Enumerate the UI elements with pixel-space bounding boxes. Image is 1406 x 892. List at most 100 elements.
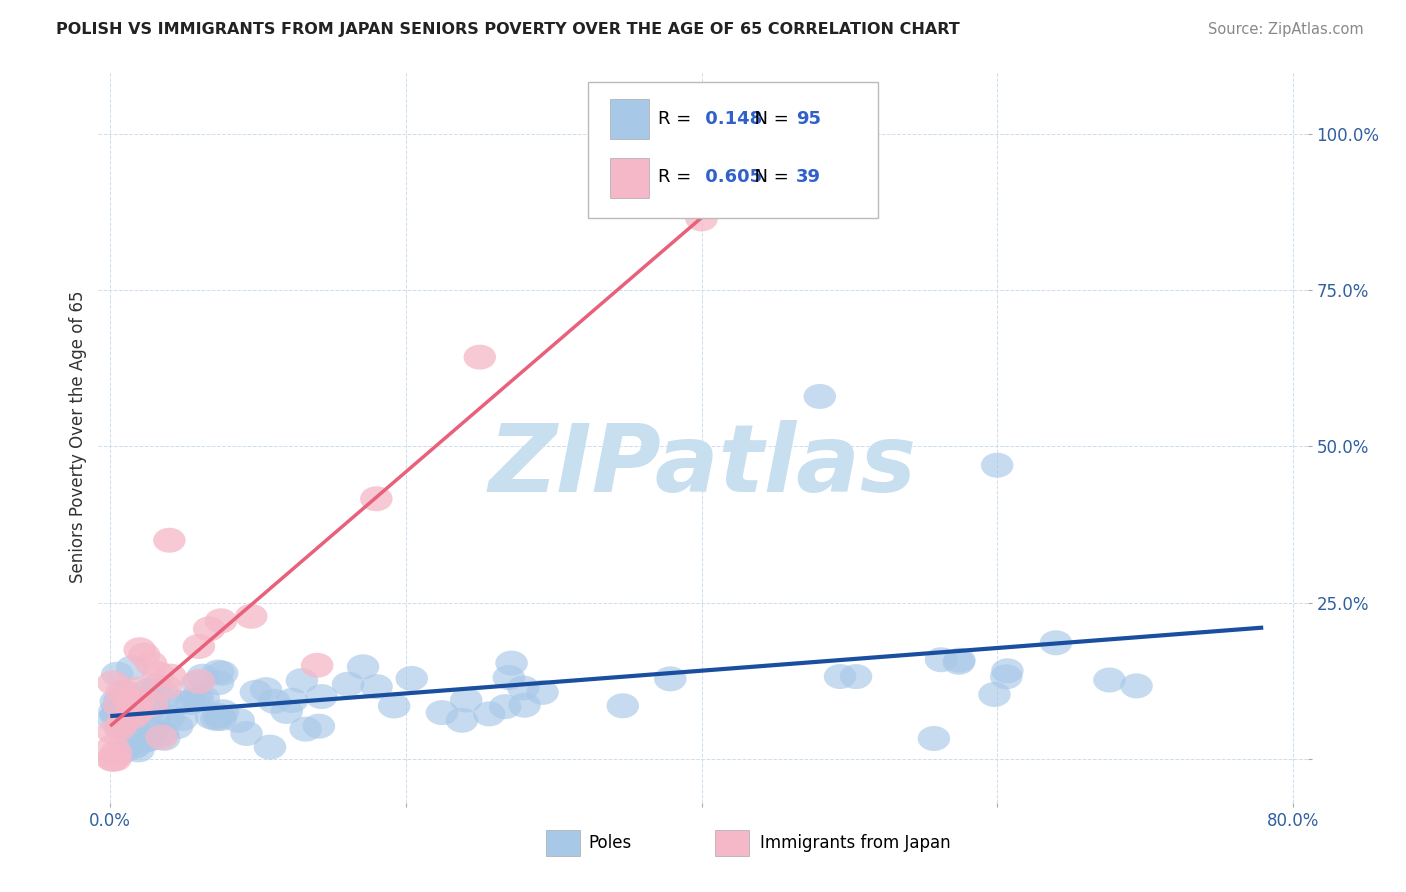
Ellipse shape [290, 716, 322, 741]
Ellipse shape [183, 634, 215, 659]
Ellipse shape [118, 733, 150, 758]
Ellipse shape [112, 698, 145, 723]
Ellipse shape [114, 701, 146, 726]
Ellipse shape [97, 747, 129, 772]
Ellipse shape [925, 648, 957, 673]
Ellipse shape [526, 680, 558, 705]
Ellipse shape [120, 691, 152, 716]
Ellipse shape [981, 453, 1014, 478]
Ellipse shape [239, 680, 273, 705]
Ellipse shape [97, 720, 129, 745]
Ellipse shape [201, 670, 235, 696]
Text: 0.605: 0.605 [699, 169, 762, 186]
Ellipse shape [121, 721, 153, 746]
Ellipse shape [155, 664, 187, 689]
Y-axis label: Seniors Poverty Over the Age of 65: Seniors Poverty Over the Age of 65 [69, 291, 87, 583]
Ellipse shape [129, 728, 162, 753]
Ellipse shape [257, 689, 291, 714]
Ellipse shape [115, 695, 148, 720]
Ellipse shape [205, 608, 238, 633]
Text: ZIPatlas: ZIPatlas [489, 420, 917, 512]
Text: Immigrants from Japan: Immigrants from Japan [759, 834, 950, 852]
Ellipse shape [207, 699, 239, 724]
Ellipse shape [464, 344, 496, 369]
Ellipse shape [509, 693, 541, 718]
Ellipse shape [153, 528, 186, 553]
Ellipse shape [1121, 673, 1153, 698]
Ellipse shape [200, 706, 232, 731]
Text: 95: 95 [796, 110, 821, 128]
Text: N =: N = [742, 110, 794, 128]
Ellipse shape [187, 664, 219, 689]
Ellipse shape [839, 665, 872, 690]
Ellipse shape [103, 693, 135, 718]
Ellipse shape [97, 706, 129, 731]
Ellipse shape [508, 675, 540, 700]
Ellipse shape [150, 675, 183, 700]
Ellipse shape [378, 693, 411, 719]
Ellipse shape [276, 688, 308, 713]
Ellipse shape [163, 690, 195, 714]
Text: R =: R = [658, 169, 697, 186]
Text: 0.148: 0.148 [699, 110, 762, 128]
Ellipse shape [136, 692, 169, 717]
Ellipse shape [136, 717, 169, 742]
Text: Source: ZipAtlas.com: Source: ZipAtlas.com [1208, 22, 1364, 37]
Ellipse shape [450, 688, 482, 713]
Ellipse shape [120, 702, 152, 727]
Ellipse shape [195, 705, 228, 730]
Ellipse shape [235, 604, 267, 629]
Ellipse shape [117, 704, 150, 729]
Ellipse shape [146, 721, 179, 746]
Ellipse shape [270, 699, 302, 724]
Ellipse shape [129, 696, 162, 721]
Ellipse shape [152, 705, 184, 730]
Ellipse shape [181, 687, 215, 712]
Ellipse shape [285, 668, 318, 693]
FancyBboxPatch shape [716, 830, 749, 856]
Ellipse shape [253, 735, 287, 760]
Ellipse shape [654, 666, 686, 691]
Text: N =: N = [742, 169, 794, 186]
Ellipse shape [1039, 631, 1073, 656]
Ellipse shape [991, 658, 1024, 683]
Ellipse shape [148, 726, 180, 751]
Ellipse shape [202, 659, 235, 684]
Ellipse shape [97, 670, 129, 695]
Ellipse shape [360, 486, 392, 511]
Ellipse shape [174, 690, 207, 715]
Ellipse shape [111, 686, 145, 711]
Text: Poles: Poles [588, 834, 631, 852]
Ellipse shape [180, 685, 212, 710]
Ellipse shape [117, 691, 149, 716]
Ellipse shape [97, 734, 129, 759]
Ellipse shape [250, 677, 283, 702]
Text: R =: R = [658, 110, 697, 128]
Ellipse shape [332, 672, 364, 697]
Ellipse shape [98, 699, 131, 724]
Ellipse shape [100, 747, 132, 772]
Ellipse shape [979, 682, 1011, 707]
Ellipse shape [124, 637, 156, 662]
Ellipse shape [111, 701, 145, 726]
Ellipse shape [489, 694, 522, 719]
Ellipse shape [135, 726, 167, 751]
Ellipse shape [202, 703, 235, 728]
Ellipse shape [107, 710, 139, 735]
Ellipse shape [803, 384, 837, 409]
Ellipse shape [117, 656, 149, 681]
Ellipse shape [231, 721, 263, 746]
Ellipse shape [138, 705, 170, 731]
Ellipse shape [301, 653, 333, 678]
Ellipse shape [685, 206, 718, 231]
Ellipse shape [121, 700, 153, 725]
Ellipse shape [103, 697, 135, 722]
Ellipse shape [183, 669, 215, 694]
Ellipse shape [395, 666, 427, 691]
Ellipse shape [606, 693, 640, 718]
Ellipse shape [193, 616, 225, 641]
Ellipse shape [426, 700, 458, 725]
Ellipse shape [120, 676, 152, 701]
Ellipse shape [100, 740, 132, 765]
Ellipse shape [142, 661, 174, 686]
